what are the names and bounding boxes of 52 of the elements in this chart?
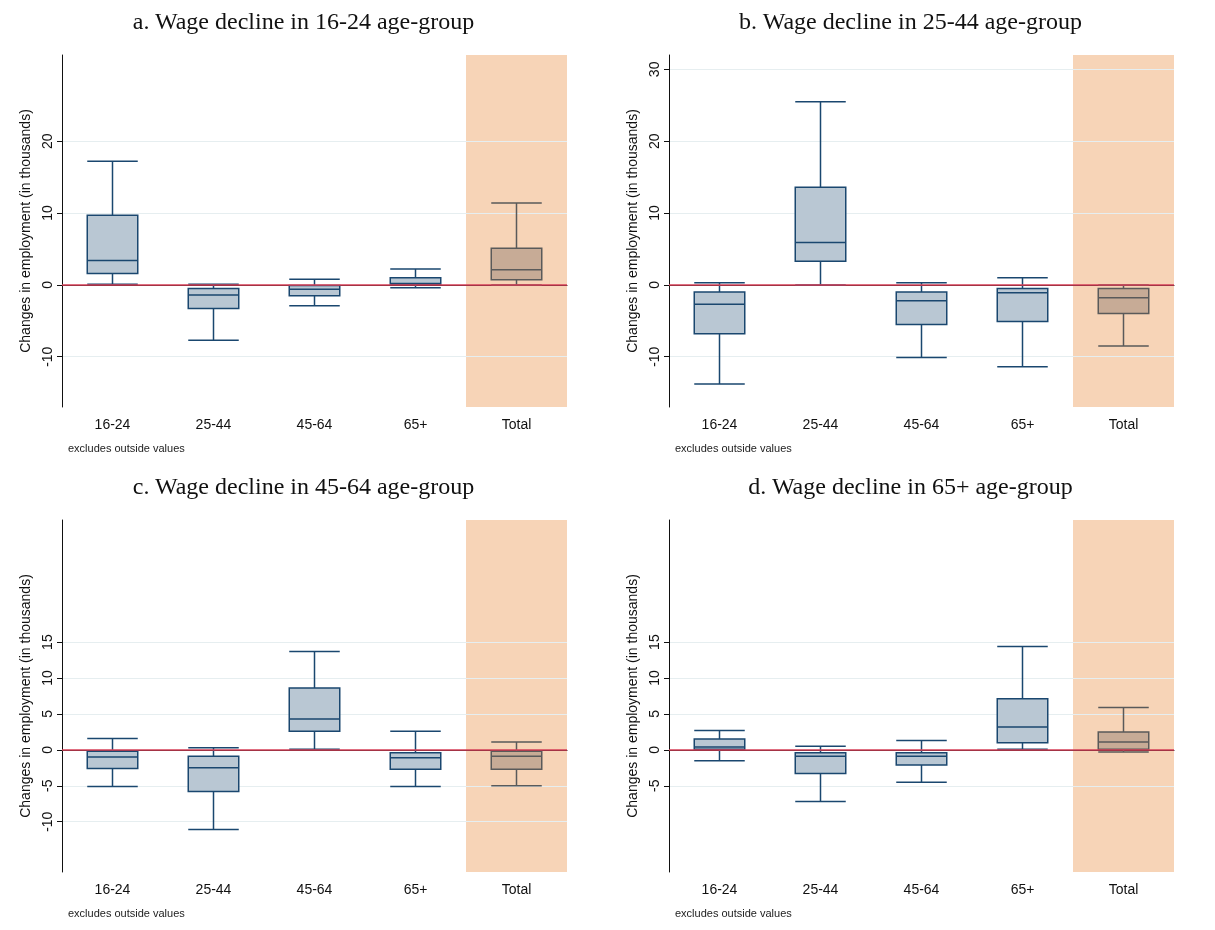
y-axis-title: Changes in employment (in thousands) [624, 574, 640, 818]
y-tick-label: 0 [646, 745, 662, 754]
x-tick-label: 65+ [403, 416, 428, 432]
x-tick-label: 65+ [403, 881, 428, 897]
y-tick-label: 10 [646, 670, 662, 686]
chart-title: d. Wage decline in 65+ age-group [748, 473, 1073, 499]
x-tick-label: 65+ [1010, 881, 1035, 897]
y-tick-label: 20 [646, 133, 662, 149]
y-tick-label: -5 [39, 779, 55, 793]
x-tick-label: 25-44 [802, 416, 839, 432]
y-tick-label: 15 [646, 634, 662, 650]
y-tick-label: 10 [39, 670, 55, 686]
x-tick-label: Total [1108, 881, 1139, 897]
x-tick-label: Total [1108, 416, 1139, 432]
y-axis-title: Changes in employment (in thousands) [17, 109, 33, 353]
y-tick-label: -10 [39, 811, 55, 832]
x-tick-label: 16-24 [94, 881, 131, 897]
chart-title: b. Wage decline in 25-44 age-group [739, 8, 1082, 34]
text: excludes outside values [68, 906, 186, 919]
chart-title: c. Wage decline in 45-64 age-group [132, 473, 475, 499]
y-tick-label: 0 [39, 745, 55, 754]
x-tick-label: 25-44 [195, 881, 232, 897]
y-tick-label: 15 [39, 634, 55, 650]
text: excludes outside values [675, 441, 793, 454]
x-tick-label: 45-64 [296, 416, 333, 432]
x-tick-label: 16-24 [701, 881, 738, 897]
y-tick-label: -5 [646, 779, 662, 793]
chart-title: a. Wage decline in 16-24 age-group [132, 8, 475, 34]
y-tick-label: 20 [39, 133, 55, 149]
x-tick-label: 25-44 [802, 881, 839, 897]
x-tick-label: 65+ [1010, 416, 1035, 432]
x-tick-label: 16-24 [94, 416, 131, 432]
x-tick-label: 45-64 [296, 881, 333, 897]
y-tick-label: 0 [39, 280, 55, 289]
x-tick-label: Total [501, 881, 532, 897]
x-tick-label: 45-64 [903, 416, 940, 432]
y-tick-label: 5 [646, 709, 662, 718]
y-axis-title: Changes in employment (in thousands) [17, 574, 33, 818]
text: excludes outside values [68, 441, 186, 454]
y-tick-label: 0 [646, 280, 662, 289]
y-tick-label: 10 [646, 205, 662, 221]
x-tick-label: 25-44 [195, 416, 232, 432]
y-tick-label: 10 [39, 205, 55, 221]
y-tick-label: 30 [646, 61, 662, 78]
y-axis-title: Changes in employment (in thousands) [624, 109, 640, 353]
x-tick-label: Total [501, 416, 532, 432]
x-tick-label: 16-24 [701, 416, 738, 432]
text: excludes outside values [675, 906, 793, 919]
x-tick-label: 45-64 [903, 881, 940, 897]
y-tick-label: -10 [646, 346, 662, 367]
y-tick-label: 5 [39, 709, 55, 718]
y-tick-label: -10 [39, 346, 55, 367]
